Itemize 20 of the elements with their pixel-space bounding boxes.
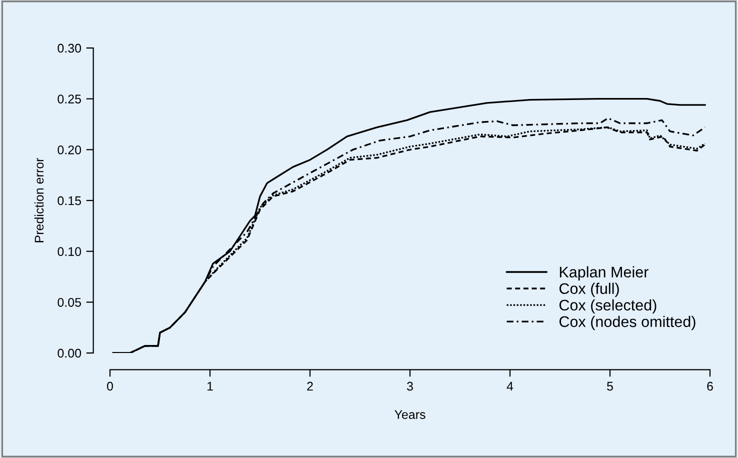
y-tick-label: 0.20 (58, 145, 82, 154)
y-tick-label: 0.25 (58, 94, 82, 104)
y-tick-label: 0.05 (58, 298, 82, 307)
x-tick-label: 3 (407, 382, 413, 391)
y-tick-label: 0.10 (58, 247, 82, 256)
y-tick-label: 0.30 (58, 44, 82, 53)
legend-label: Cox (full) (559, 282, 619, 298)
x-tick-label: 2 (307, 382, 313, 391)
x-tick-label: 0 (107, 382, 113, 391)
y-tick-label: 0.15 (58, 196, 82, 206)
x-tick-label: 6 (707, 382, 713, 391)
x-tick-label: 1 (207, 382, 213, 391)
y-tick-label: 0.00 (58, 348, 82, 358)
legend-label: Kaplan Meier (560, 266, 648, 280)
x-tick-label: 5 (607, 382, 613, 391)
x-axis-title: Years (394, 410, 426, 419)
legend-label: Cox (nodes omitted) (559, 316, 696, 330)
x-tick-label: 4 (506, 382, 514, 391)
legend-label: Cox (selected) (559, 299, 656, 314)
y-axis-title: Prediction error (34, 158, 44, 242)
